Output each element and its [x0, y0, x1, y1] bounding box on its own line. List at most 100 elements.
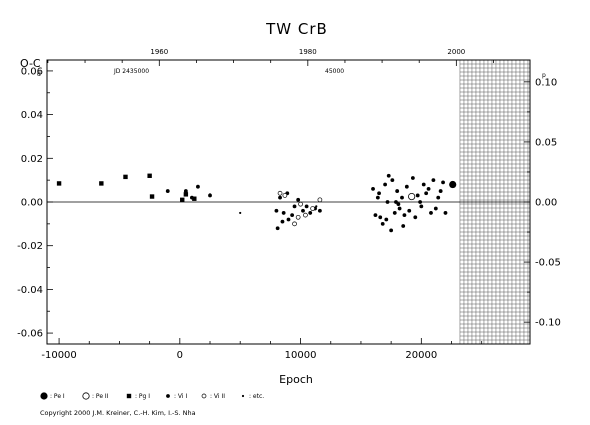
legend-label: : Pg I: [135, 393, 150, 400]
data-point-dot: [424, 191, 429, 196]
data-point-dot: [385, 200, 390, 204]
data-point-dot: [436, 195, 441, 200]
legend-marker-dot: [166, 394, 170, 398]
data-point-square: [192, 196, 197, 201]
data-point-dot: [431, 178, 436, 183]
x-tick-label: 10000: [285, 350, 317, 361]
data-points: [56, 173, 457, 233]
data-point-dot: [286, 217, 291, 222]
legend: : Pe I: Pe II: Pg I: Vi I: Vi II: etc.: [40, 392, 264, 400]
data-point-dot: [196, 184, 200, 189]
x-tick-label: 20000: [405, 350, 437, 361]
legend-marker-big-dot: [40, 392, 48, 400]
top-tick-label: 1960: [150, 48, 168, 56]
data-point-dot: [394, 200, 398, 204]
data-point-dot: [183, 189, 188, 193]
data-point-dot: [304, 204, 309, 209]
legend-label: : Pe I: [50, 393, 65, 400]
data-point-dot: [378, 215, 383, 220]
data-point-dot: [373, 213, 378, 218]
right-tick-label: -0.05: [535, 258, 561, 269]
data-point-dot: [280, 219, 285, 224]
right-tick-label: 0.10: [535, 77, 557, 88]
x-axis-ticks: -10000 0 10000 20000: [41, 338, 483, 361]
data-point-square: [183, 192, 189, 197]
data-point-small-dot: [239, 211, 242, 215]
data-point-dot: [292, 204, 297, 209]
data-point-dot: [317, 208, 322, 213]
x-tick-label: -10000: [41, 350, 76, 361]
right-tick-label: 0.05: [535, 137, 557, 148]
data-point-dot: [165, 189, 170, 193]
top-tick-label: 2000: [447, 48, 465, 56]
data-point-square: [180, 197, 185, 203]
data-point-dot: [415, 193, 420, 198]
data-point-small-dot: [315, 205, 318, 208]
data-point-dot: [377, 191, 381, 196]
data-point-dot: [400, 195, 404, 200]
jd-second-label: 45000: [325, 68, 344, 75]
data-point-dot: [433, 206, 438, 211]
data-point-dot: [429, 211, 433, 215]
data-point-square: [149, 194, 155, 199]
plot-frame: [46, 59, 531, 345]
data-point-dot: [410, 176, 415, 180]
data-point-dot: [301, 208, 305, 213]
legend-marker-small-dot: [241, 394, 245, 398]
top-tick-label: 1980: [299, 48, 317, 56]
jd-label: JD 2435000: [113, 68, 149, 75]
data-point-dot: [380, 221, 385, 226]
y-tick-label: 0.06: [21, 66, 43, 77]
data-point-dot: [384, 217, 389, 222]
data-point-dot: [402, 213, 407, 218]
data-point-circle: [298, 201, 303, 207]
data-point-dot: [407, 208, 412, 213]
data-point-dot: [383, 182, 387, 187]
y-axis-ticks: -0.06 -0.04 -0.02 0.00 0.02 0.04 0.06: [17, 66, 53, 340]
data-point-dot: [389, 228, 394, 233]
x-tick-label: 0: [177, 350, 183, 361]
data-point-dot: [395, 189, 400, 193]
y-axis-label: O-C: [20, 57, 41, 70]
chart-title: TW CrB: [265, 20, 328, 38]
data-point-dot: [275, 226, 280, 231]
data-point-dot: [413, 215, 418, 220]
data-point-circle: [292, 221, 297, 227]
data-point-circle: [295, 214, 301, 220]
legend-label: : etc.: [249, 393, 264, 400]
data-point-dot: [281, 211, 286, 215]
data-point-dot: [290, 213, 295, 218]
data-point-circle: [310, 206, 315, 211]
data-point-dot: [443, 211, 448, 215]
data-point-dot: [441, 180, 445, 185]
data-point-dot: [375, 195, 380, 200]
data-point-dot: [371, 186, 375, 191]
data-point-dot: [397, 206, 402, 211]
top-axis-ticks: 1960 1980 2000: [47, 48, 494, 66]
data-point-circle: [317, 197, 323, 203]
legend-marker-big-circle: [82, 392, 90, 400]
legend-marker-circle: [201, 393, 207, 399]
data-point-big-dot: [449, 180, 457, 189]
y-tick-label: -0.06: [17, 329, 43, 340]
y-tick-label: -0.02: [17, 241, 43, 252]
data-point-square: [123, 174, 128, 180]
copyright-text: Copyright 2000 J.M. Kreiner, C.-H. Kim, …: [40, 409, 196, 417]
data-point-square: [56, 181, 62, 186]
data-point-big-circle: [408, 192, 416, 201]
data-point-dot: [274, 208, 279, 213]
data-point-dot: [404, 184, 409, 189]
y-tick-label: 0.02: [21, 154, 43, 165]
y-tick-label: 0.00: [21, 198, 43, 209]
data-point-small-dot: [208, 193, 212, 196]
data-point-dot: [419, 204, 424, 209]
data-point-dot: [278, 195, 282, 200]
data-point-dot: [386, 173, 391, 178]
y-tick-label: 0.04: [21, 110, 43, 121]
data-point-dot: [426, 186, 431, 191]
data-point-dot: [418, 200, 423, 204]
y-tick-label: -0.04: [17, 285, 43, 296]
legend-label: : Pe II: [92, 393, 109, 400]
data-point-circle: [277, 190, 283, 196]
x-axis-label: Epoch: [279, 373, 313, 386]
